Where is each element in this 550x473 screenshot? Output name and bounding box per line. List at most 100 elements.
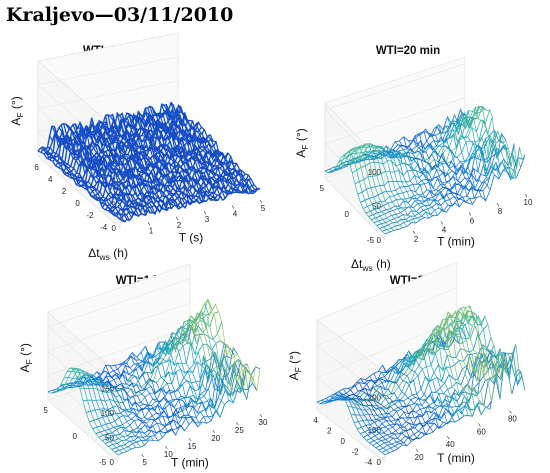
mesh-line xyxy=(378,371,447,424)
mesh-line xyxy=(351,385,421,439)
mesh-line xyxy=(52,367,123,454)
surface-mesh xyxy=(37,101,261,223)
mesh-line xyxy=(395,351,465,417)
mesh-line xyxy=(95,119,179,210)
x-tick-label: 25 xyxy=(235,426,244,435)
mesh-line xyxy=(321,394,390,453)
x-axis-label: T (min) xyxy=(171,455,209,469)
z-tick-label: 200 xyxy=(368,394,382,403)
x-tick-label: 20 xyxy=(415,453,424,462)
x-tick-label: 10 xyxy=(524,198,533,207)
z-tick-label: 150 xyxy=(101,385,115,394)
y-tick-label: 6 xyxy=(34,163,39,172)
z-tick-label: 50 xyxy=(105,434,114,443)
mesh-line xyxy=(67,125,151,214)
mesh-line xyxy=(447,304,517,380)
mesh-line xyxy=(381,150,443,211)
z-tick-label: 0 xyxy=(377,236,382,245)
z-axis-label: AF (°) xyxy=(18,343,34,372)
z-tick-label: 0 xyxy=(112,224,117,233)
mesh-line xyxy=(334,393,403,446)
mesh-line xyxy=(443,306,513,395)
z-gridline xyxy=(47,278,191,389)
x-tick-label: 4 xyxy=(442,226,447,235)
mesh-line xyxy=(72,124,156,215)
y-tick-label: -5 xyxy=(99,458,107,467)
mesh-line xyxy=(329,151,390,233)
mesh-line xyxy=(37,150,121,220)
surface-plot-4: WTI=3 h200100020406080420-2-4AF (°)Δtws … xyxy=(287,261,526,467)
mesh-line xyxy=(421,317,491,410)
z-gridline xyxy=(47,302,191,414)
mesh-line xyxy=(377,149,438,216)
x-tick-label: 40 xyxy=(446,440,455,449)
y-tick-label: 0 xyxy=(341,437,346,446)
x-tick-label: 2 xyxy=(177,221,182,230)
x-tick-label: 5 xyxy=(142,458,147,467)
z-tick-label: 0 xyxy=(110,458,115,467)
x-tick xyxy=(509,410,512,414)
y-tick-label: 0 xyxy=(73,432,78,441)
x-tick xyxy=(446,436,450,440)
mesh-line xyxy=(368,149,430,219)
y-tick-label: -2 xyxy=(351,447,359,456)
x-tick xyxy=(415,448,419,453)
mesh-line xyxy=(79,122,163,208)
mesh-line xyxy=(316,391,386,456)
x-tick-label: 15 xyxy=(188,442,197,451)
mesh-line xyxy=(359,145,421,221)
mesh-line xyxy=(438,124,500,180)
mesh-line xyxy=(65,373,137,448)
z-tick-label: 4 xyxy=(112,177,117,186)
mesh-line xyxy=(460,106,521,174)
mesh-line xyxy=(399,348,469,416)
x-tick-label: 2 xyxy=(414,235,419,244)
mesh-line xyxy=(386,365,456,423)
z-gridline xyxy=(47,327,191,438)
mesh-line xyxy=(177,105,261,190)
z-tick-label: 2 xyxy=(112,200,117,209)
surface-mesh xyxy=(324,105,526,235)
surface-mesh xyxy=(47,298,261,456)
z-axis-label: AF (°) xyxy=(294,128,310,157)
plot-title: WTI=20 min xyxy=(376,45,440,57)
y-tick-label: 4 xyxy=(313,416,318,425)
mesh-line xyxy=(70,374,141,448)
mesh-line xyxy=(163,104,247,192)
mesh-line xyxy=(356,382,425,436)
y-tick-label: 2 xyxy=(62,187,67,196)
x-tick xyxy=(175,216,179,220)
mesh-line xyxy=(347,388,416,440)
y-axis-label: Δtws (h) xyxy=(88,246,128,262)
mesh-line xyxy=(87,374,159,441)
y-tick-label: -2 xyxy=(86,211,94,220)
mesh-line xyxy=(430,310,500,381)
y-tick-label: 0 xyxy=(345,210,350,219)
mesh-line xyxy=(47,146,130,221)
x-tick xyxy=(231,205,235,209)
x-tick-label: 4 xyxy=(233,210,238,219)
mesh-line xyxy=(425,128,486,201)
z-tick-label: 100 xyxy=(368,426,382,435)
mesh-line xyxy=(42,146,126,223)
mesh-line xyxy=(171,312,243,397)
x-tick xyxy=(478,423,481,427)
mesh-line xyxy=(109,365,181,430)
mesh-line xyxy=(399,140,460,207)
mesh-line xyxy=(144,108,228,196)
mesh-line xyxy=(44,147,128,220)
mesh-line xyxy=(412,134,473,205)
mesh-line xyxy=(403,136,464,202)
x-tick xyxy=(412,230,416,234)
z-tick-label: 50 xyxy=(372,202,381,211)
x-tick-label: 5 xyxy=(261,204,266,213)
y-tick-label: 2 xyxy=(327,427,332,436)
mesh-line xyxy=(447,116,508,172)
mesh-line xyxy=(364,147,425,218)
mesh-line xyxy=(407,138,469,204)
surface-mesh xyxy=(316,304,526,456)
mesh-line xyxy=(145,346,216,417)
mesh-line xyxy=(421,130,482,197)
mesh-line xyxy=(92,375,163,439)
